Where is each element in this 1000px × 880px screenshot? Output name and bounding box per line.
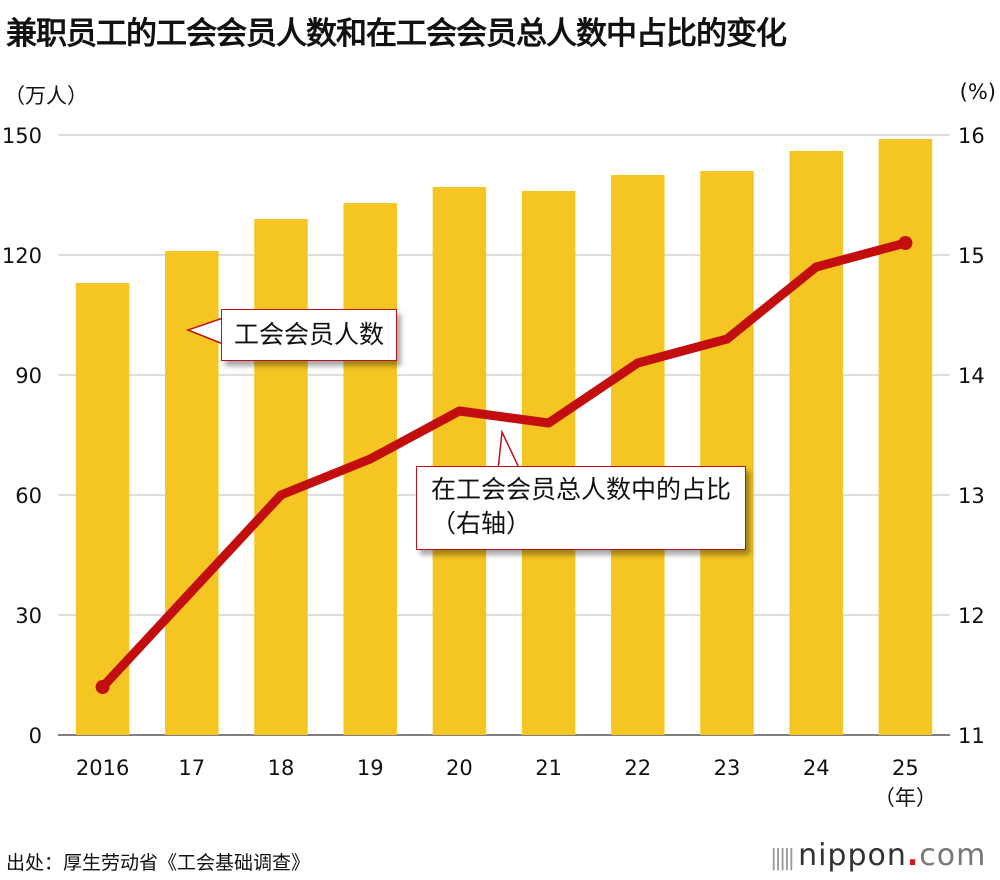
x-tick-label: 24 [803,756,830,780]
bar [75,283,130,735]
x-tick-label: 22 [624,756,651,780]
ratio-point [544,418,554,428]
chart-title: 兼职员工的工会会员人数和在工会会员总人数中占比的变化 [6,16,787,52]
right-axis-tick-label: 12 [958,604,985,628]
left-axis-tick-label: 60 [15,484,42,508]
brand-tld: com [919,838,987,873]
ratio-point [365,454,375,464]
members-callout-label: 工会会员人数 [234,320,385,349]
right-axis-tick-label: 16 [958,124,985,148]
right-axis-tick-label: 13 [958,484,985,508]
members-callout: 工会会员人数 [221,309,398,361]
brand-dot: . [906,838,920,873]
right-axis-unit: (%) [959,80,996,104]
left-axis-tick-label: 0 [29,724,42,748]
brand-logo: ||||| nippon.com [770,838,986,873]
x-tick-label: 23 [714,756,741,780]
ratio-point [454,406,464,416]
bar [254,219,308,735]
x-tick-label: 17 [178,756,205,780]
ratio-callout-line1: 在工会会员总人数中的占比 [431,475,732,504]
x-tick-label: 2016 [76,756,129,780]
x-tick-label: 18 [268,756,295,780]
ratio-callout: 在工会会员总人数中的占比 （右轴） [416,466,747,550]
bar [432,187,487,735]
ratio-point [95,680,110,694]
bar [700,171,754,735]
source-note: 出处：厚生劳动省《工会基础调查》 [6,852,311,874]
left-axis-tick-label: 120 [2,244,42,268]
right-axis-tick-label: 11 [958,724,985,748]
left-axis-unit: （万人） [4,84,88,108]
left-axis-tick-label: 150 [2,124,42,148]
ratio-callout-line2: （右轴） [431,509,532,538]
bar [878,139,933,735]
bar [611,175,665,735]
brand-bars-icon: ||||| [770,846,795,871]
ratio-line [99,238,907,691]
ratio-point [276,490,286,500]
x-tick-label: 19 [357,756,384,780]
bar [521,191,576,735]
right-axis-tick-label: 15 [958,244,985,268]
x-tick-label: 25 [892,756,919,780]
x-tick-label: 21 [535,756,562,780]
ratio-point [633,358,643,368]
x-axis-unit: （年） [874,786,937,810]
left-axis-tick-label: 30 [15,604,42,628]
x-tick-label: 20 [446,756,473,780]
right-axis-tick-label: 14 [958,364,985,388]
brand-name: nippon [798,838,907,873]
ratio-point [722,334,732,344]
ratio-point [187,586,197,596]
bar [789,151,843,735]
ratio-point [898,236,913,250]
ratio-callout-tail [497,429,522,471]
ratio-point [811,262,821,272]
left-axis-tick-label: 90 [15,364,42,388]
